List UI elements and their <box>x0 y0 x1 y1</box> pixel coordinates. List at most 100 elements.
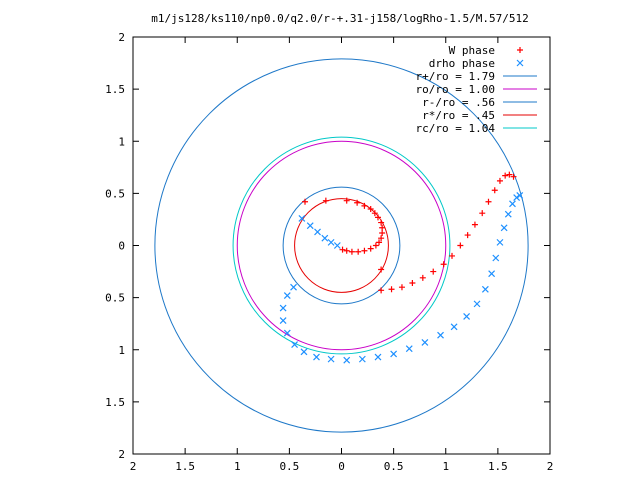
drho-phase-point <box>421 339 429 346</box>
circle-series-radius-1 <box>236 140 447 351</box>
axis-ticks: 2 1.5 1 0.5 0 0.5 1 1.5 221.510.500.511.52 <box>105 31 553 473</box>
legend-label: rc/ro = 1.04 <box>416 122 496 135</box>
circle-series-radius-1.04 <box>232 136 451 355</box>
w-phase-point <box>343 247 350 254</box>
x-tick-label: 1 <box>234 460 241 473</box>
chart-title: m1/js128/ks110/np0.0/q2.0/r-+.31-j158/lo… <box>151 12 529 25</box>
w-phase-point <box>367 245 374 252</box>
drho-phase-point <box>291 341 299 348</box>
x-tick-label: 0.5 <box>279 460 299 473</box>
legend-label: r-/ro = .56 <box>422 96 495 109</box>
x-tick-label: 2 <box>547 460 554 473</box>
y-tick-label: 1 <box>118 344 125 357</box>
w-phase-point <box>398 284 405 291</box>
legend-label: drho phase <box>429 57 495 70</box>
legend-label: ro/ro = 1.00 <box>416 83 495 96</box>
y-tick-label: 0.5 <box>105 187 125 200</box>
w-phase-point <box>464 232 471 239</box>
drho-phase-point <box>358 355 366 363</box>
drho-phase-point <box>314 228 321 236</box>
drho-phase-point <box>374 353 382 361</box>
w-phase-point <box>491 187 498 194</box>
y-tick-label: 1.5 <box>105 396 125 409</box>
drho-phase-point <box>450 323 458 331</box>
w-phase-point <box>367 206 374 213</box>
w-phase-point <box>302 198 309 205</box>
drho-phase-point <box>306 222 314 230</box>
drho-phase-point <box>313 353 320 361</box>
drho-phase-point <box>500 224 508 232</box>
w-phase-point <box>449 252 456 259</box>
drho-phase-point <box>463 312 471 320</box>
drho-phase-point <box>390 350 398 358</box>
x-tick-label: 0 <box>338 460 345 473</box>
w-phase-point <box>379 224 386 231</box>
w-phase-point <box>378 266 385 273</box>
w-phase-point <box>379 229 386 236</box>
drho-phase-point <box>333 242 341 249</box>
w-phase-point <box>378 287 385 294</box>
drho-phase-point <box>321 234 329 242</box>
drho-phase-point <box>283 329 291 337</box>
drho-phase-point <box>300 348 308 356</box>
drho-phase-point <box>405 345 413 353</box>
w-phase-point <box>376 239 383 246</box>
circle-series-radius-0.45 <box>294 198 389 293</box>
x-tick-label: 0.5 <box>384 460 404 473</box>
legend-marker <box>517 47 523 53</box>
drho-phase-point <box>509 200 516 208</box>
w-phase-point <box>388 286 395 293</box>
circle-series-radius-1.79 <box>154 58 529 433</box>
w-phase-point <box>409 280 416 287</box>
w-phase-point <box>378 219 385 226</box>
x-tick-label: 1.5 <box>488 460 508 473</box>
drho-phase-point <box>283 292 291 299</box>
drho-phase-point <box>327 238 335 246</box>
w-phase-point <box>354 199 361 206</box>
drho-phase-point <box>298 214 306 222</box>
drho-phase-point <box>516 192 524 199</box>
w-phase-point <box>496 177 503 184</box>
point-series-group <box>279 171 524 364</box>
w-phase-point <box>361 202 368 209</box>
legend-label: r+/ro = 1.79 <box>416 70 495 83</box>
w-phase-point <box>322 197 329 204</box>
drho-phase-point <box>488 270 496 278</box>
y-tick-label: 2 <box>118 31 125 44</box>
x-tick-label: 1 <box>442 460 449 473</box>
w-phase-point <box>419 274 426 281</box>
drho-phase-point <box>513 194 521 201</box>
w-phase-point <box>485 198 492 205</box>
w-phase-point <box>440 261 447 268</box>
y-tick-label: 1 <box>118 135 125 148</box>
w-phase-point <box>510 173 517 180</box>
circle-series-radius-0.56 <box>282 186 401 305</box>
drho-phase-point <box>496 238 504 246</box>
w-phase-point <box>506 171 513 178</box>
drho-phase-point <box>504 210 512 218</box>
drho-phase-point <box>279 304 287 312</box>
drho-phase-point <box>290 283 297 291</box>
w-phase-point <box>374 214 381 221</box>
w-phase-point <box>372 242 379 249</box>
w-phase-point <box>457 242 464 249</box>
drho-phase-point <box>437 331 444 339</box>
x-tick-label: 2 <box>130 460 137 473</box>
legend-marker <box>516 59 524 67</box>
legend-label: r*/ro = .45 <box>422 109 495 122</box>
circle-series-group <box>154 58 529 433</box>
w-phase-point <box>471 221 478 228</box>
legend-label: W phase <box>449 44 495 57</box>
w-phase-point <box>378 235 385 242</box>
drho-phase-point <box>343 356 351 364</box>
drho-phase-point <box>473 300 481 308</box>
x-tick-label: 1.5 <box>175 460 195 473</box>
w-phase-point <box>343 197 350 204</box>
w-phase-point <box>348 248 355 255</box>
drho-phase-point <box>492 254 500 262</box>
w-phase-point <box>339 246 346 253</box>
w-phase-point <box>479 210 486 217</box>
y-tick-label: 2 <box>118 448 125 461</box>
